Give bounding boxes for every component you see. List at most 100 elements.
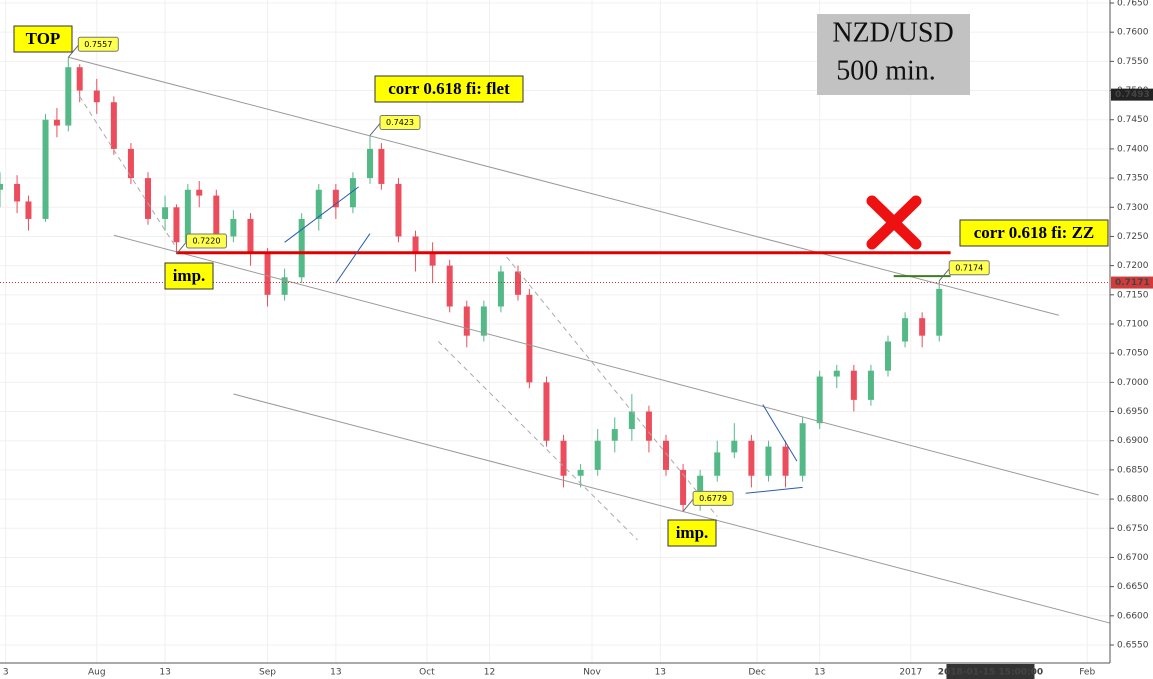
callout-pointer <box>682 499 694 512</box>
candle-body <box>611 429 618 441</box>
candle-body <box>714 452 721 476</box>
y-tick-label: 0.7150 <box>1117 290 1149 300</box>
trend-line <box>284 186 359 243</box>
y-tick-label: 0.7650 <box>1117 0 1149 9</box>
marker-price-box <box>1111 88 1153 101</box>
callout-label: 0.6779 <box>699 494 727 503</box>
trend-line <box>437 341 638 541</box>
y-tick-label: 0.6750 <box>1117 524 1149 534</box>
x-tick-label: Dec <box>748 668 765 678</box>
callout-label: 0.7423 <box>386 118 414 127</box>
candle-body <box>765 446 772 476</box>
annotation: corr 0.618 fi: ZZ <box>974 223 1095 242</box>
candle-body <box>53 119 60 126</box>
candle-body <box>463 306 470 336</box>
candle-body <box>480 306 487 336</box>
x-tick-label: Aug <box>88 668 106 678</box>
candle-body <box>850 370 857 400</box>
x-tick-label: 13 <box>159 668 170 678</box>
candle-body <box>663 440 669 470</box>
callout-pointer <box>67 44 79 58</box>
last-price-box <box>1111 276 1153 289</box>
annotation: imp. <box>676 523 709 542</box>
candle-body <box>0 183 3 190</box>
x-tick-label: 13 <box>655 668 666 678</box>
candle-body <box>264 253 271 295</box>
trend-line <box>113 234 1099 496</box>
x-tick-label: 12 <box>484 668 495 678</box>
candle-body <box>628 411 635 430</box>
candle-body <box>885 341 891 371</box>
candle-body <box>367 148 373 179</box>
trend-line <box>68 56 1059 316</box>
trend-line <box>233 393 1116 626</box>
y-tick-label: 0.6600 <box>1117 611 1149 621</box>
x-tick-label: 3 <box>3 668 9 678</box>
trend-line <box>506 256 718 517</box>
candle-body <box>936 288 943 336</box>
candle-body <box>378 148 385 184</box>
trend-line <box>335 233 371 284</box>
candle-body <box>429 253 436 266</box>
marker-price-label: 0.7493 <box>1115 90 1150 100</box>
x-tick-label: 2017 <box>899 668 922 678</box>
callout-label: 0.7174 <box>955 263 983 272</box>
candle-body <box>184 189 191 243</box>
callout-box <box>948 260 990 276</box>
candle-body <box>281 277 288 295</box>
callout-box <box>692 490 734 506</box>
y-tick-label: 0.7600 <box>1117 28 1149 38</box>
y-tick-label: 0.7000 <box>1117 378 1149 388</box>
callout-pointer <box>938 268 950 282</box>
trend-line <box>762 404 798 462</box>
y-tick-label: 0.6950 <box>1117 407 1149 417</box>
y-tick-label: 0.7450 <box>1117 115 1149 125</box>
candle-body <box>446 265 453 307</box>
x-tick-label: 13 <box>330 668 341 678</box>
annotation-box <box>164 262 214 290</box>
candle-body <box>65 67 72 126</box>
candle-body <box>560 440 567 476</box>
candle-body <box>230 218 237 237</box>
y-tick-label: 0.7100 <box>1117 320 1149 330</box>
candle-body <box>816 376 823 424</box>
candle-body <box>748 440 755 476</box>
candle-body <box>298 218 305 278</box>
candle-body <box>867 370 874 400</box>
candle-body <box>731 440 738 453</box>
candle-body <box>127 148 134 179</box>
chart-subtitle: 500 min. <box>836 55 936 86</box>
candle-body <box>25 201 32 219</box>
y-tick-label: 0.7350 <box>1117 174 1149 184</box>
candle-body <box>799 423 806 476</box>
callout-label: 0.7220 <box>192 236 220 245</box>
x-tick-label: Nov <box>583 668 601 678</box>
callout-label: 0.7557 <box>84 40 112 49</box>
candle-body <box>110 102 117 149</box>
candle-body <box>196 189 203 196</box>
candle-body <box>680 469 687 505</box>
annotation-box <box>13 25 73 53</box>
last-price-label: 0.7171 <box>1115 278 1150 288</box>
candle-body <box>833 370 840 377</box>
annotation-box <box>667 519 717 547</box>
y-tick-label: 0.7400 <box>1117 144 1149 154</box>
trend-line <box>79 96 177 249</box>
candle-body <box>543 382 550 441</box>
y-tick-label: 0.7250 <box>1117 232 1149 242</box>
candle-body <box>919 318 926 336</box>
candle-body <box>93 90 100 103</box>
candle-body <box>332 189 339 208</box>
candle-body <box>395 183 402 237</box>
y-tick-label: 0.6850 <box>1117 465 1149 475</box>
candle-body <box>902 318 909 342</box>
candle-body <box>577 469 584 476</box>
candle-body <box>145 178 151 219</box>
candle-body <box>14 183 21 202</box>
candle-body <box>526 294 533 383</box>
candle-body <box>349 178 356 208</box>
trend-line <box>745 486 803 494</box>
candle-body <box>594 440 601 470</box>
callout-box <box>77 36 119 52</box>
